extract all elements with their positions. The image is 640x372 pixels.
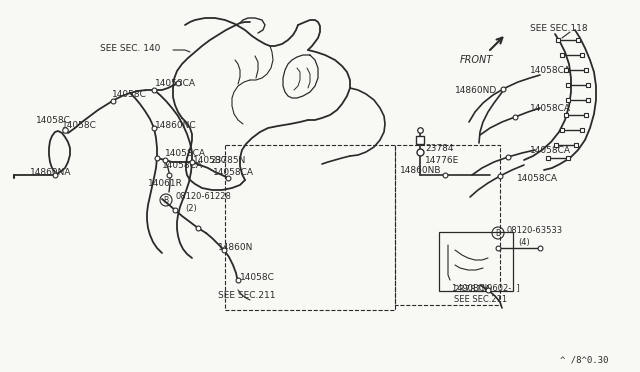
Text: 14860NB: 14860NB	[400, 166, 442, 174]
Text: 14058CA: 14058CA	[213, 167, 254, 176]
Text: 23784: 23784	[425, 144, 454, 153]
Text: 14058C: 14058C	[36, 115, 71, 125]
Text: 14860N: 14860N	[218, 244, 253, 253]
Text: B: B	[495, 228, 500, 237]
Text: 14058CA: 14058CA	[530, 65, 571, 74]
Text: 14776E: 14776E	[425, 155, 460, 164]
Text: 14061R: 14061R	[148, 179, 183, 187]
Text: 14058C: 14058C	[62, 121, 97, 129]
Text: (4): (4)	[518, 237, 530, 247]
Text: ^ /8^0.30: ^ /8^0.30	[560, 356, 609, 365]
Text: SEE SEC.118: SEE SEC.118	[530, 23, 588, 32]
Text: SEE SEC.211: SEE SEC.211	[454, 295, 507, 305]
Text: 14058C: 14058C	[240, 273, 275, 282]
Text: 08120-63533: 08120-63533	[507, 225, 563, 234]
Text: 08120-61228: 08120-61228	[175, 192, 231, 201]
Text: (2): (2)	[185, 203, 196, 212]
Text: 14058C: 14058C	[112, 90, 147, 99]
Text: 1490BCI9602-  ]: 1490BCI9602- ]	[452, 283, 520, 292]
Text: 14860NC: 14860NC	[155, 121, 196, 129]
Text: 14058CA: 14058CA	[530, 145, 571, 154]
Text: 14058CA: 14058CA	[155, 78, 196, 87]
Text: SEE SEC. 140: SEE SEC. 140	[100, 44, 161, 52]
Text: 14058C: 14058C	[193, 155, 228, 164]
Text: 23781M: 23781M	[453, 285, 490, 295]
Text: B: B	[163, 196, 168, 205]
Text: 14860NA: 14860NA	[30, 167, 72, 176]
Text: 14058CA: 14058CA	[162, 160, 203, 170]
Text: 14058CA: 14058CA	[530, 103, 571, 112]
Text: 14860ND: 14860ND	[455, 86, 497, 94]
Text: FRONT: FRONT	[460, 55, 493, 65]
Text: 14058CA: 14058CA	[517, 173, 558, 183]
Text: 14058CA: 14058CA	[165, 148, 206, 157]
Text: 23785N: 23785N	[210, 155, 245, 164]
Text: SEE SEC.211: SEE SEC.211	[218, 292, 275, 301]
